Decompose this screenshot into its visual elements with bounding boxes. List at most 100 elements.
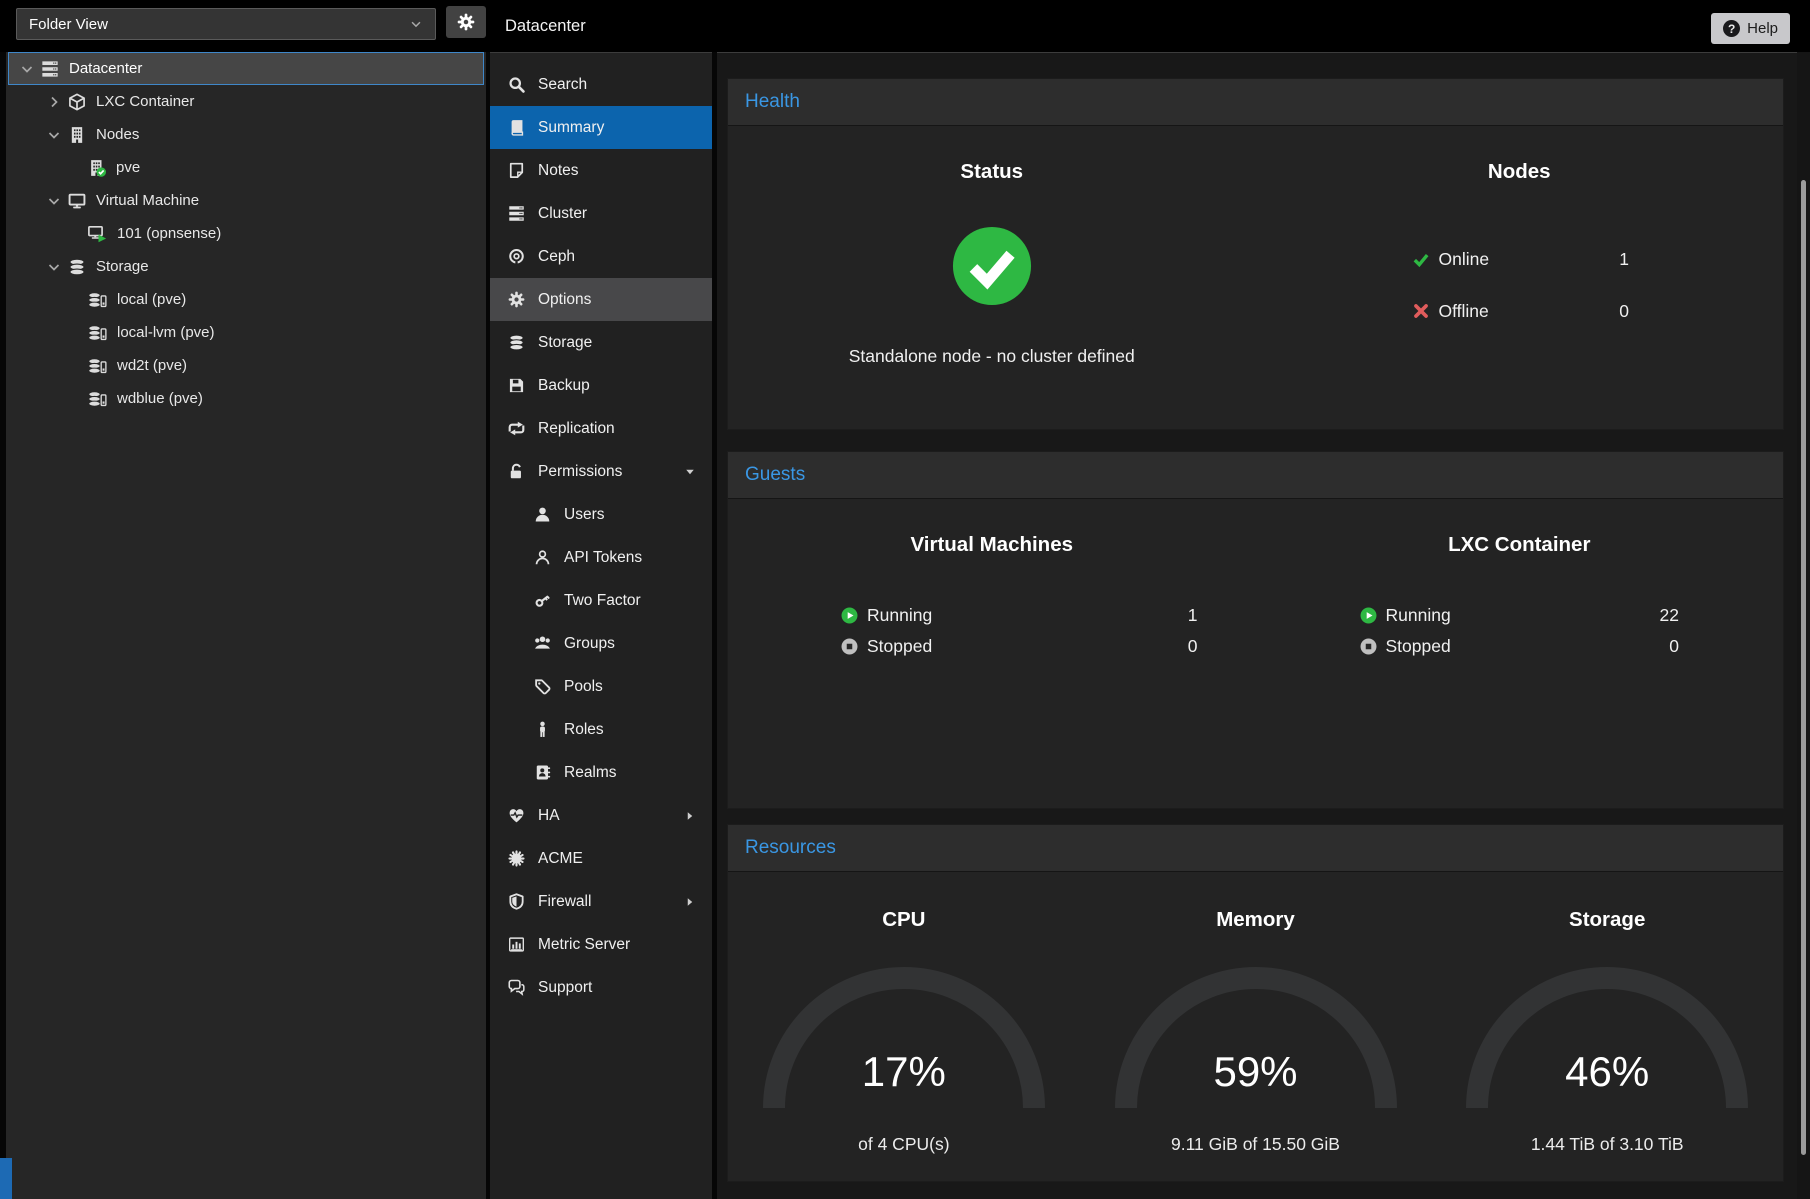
nav-item-search[interactable]: Search (490, 63, 712, 106)
tree-item-vm-101[interactable]: 101 (opnsense) (6, 217, 486, 250)
cpu-gauge-sublabel: of 4 CPU(s) (858, 1134, 950, 1154)
lxc-running-row: Running 22 (1360, 600, 1679, 631)
resource-tree: Datacenter LXC Container Nodes pve Virtu… (6, 52, 486, 1199)
tree-item-label: pve (116, 159, 141, 176)
cross-icon (1412, 302, 1430, 320)
lxc-stopped-row: Stopped 0 (1360, 631, 1679, 662)
nav-item-metric-server[interactable]: Metric Server (490, 923, 712, 966)
tree-item-label: Virtual Machine (96, 192, 200, 209)
caret-right-icon[interactable] (684, 896, 696, 908)
nav-item-notes[interactable]: Notes (490, 149, 712, 192)
api-tokens-icon (534, 549, 551, 566)
nav-item-firewall[interactable]: Firewall (490, 880, 712, 923)
nav-item-replication[interactable]: Replication (490, 407, 712, 450)
database-drive-icon (88, 324, 107, 342)
tree-settings-button[interactable] (446, 6, 486, 38)
ha-heartbeat-icon (508, 807, 525, 824)
tree-item-nodes[interactable]: Nodes (6, 118, 486, 151)
database-icon (68, 258, 86, 276)
nav-item-groups[interactable]: Groups (490, 622, 712, 665)
caret-down-icon[interactable] (684, 466, 696, 478)
resources-panel-title: Resources (728, 825, 1783, 872)
lxc-container-heading: LXC Container (1448, 533, 1591, 556)
tree-item-storage-wdblue[interactable]: wdblue (pve) (6, 382, 486, 415)
storage-usage-percent: 46% (1565, 1048, 1650, 1095)
nav-item-summary[interactable]: Summary (490, 106, 712, 149)
nav-item-pools[interactable]: Pools (490, 665, 712, 708)
nav-item-options[interactable]: Options (490, 278, 712, 321)
notes-icon (508, 162, 525, 179)
cpu-gauge: CPU 17% of 4 CPU(s) (728, 872, 1080, 1155)
tree-item-virtual-machine[interactable]: Virtual Machine (6, 184, 486, 217)
firewall-shield-icon (508, 893, 525, 910)
play-circle-icon (1360, 607, 1377, 624)
search-icon (508, 76, 525, 93)
tree-item-label: Storage (96, 258, 149, 275)
caret-right-icon[interactable] (684, 810, 696, 822)
summary-book-icon (508, 119, 525, 136)
nav-item-users[interactable]: Users (490, 493, 712, 536)
database-drive-icon (88, 291, 107, 309)
vm-running-count: 1 (1187, 605, 1198, 625)
nav-item-permissions[interactable]: Permissions (490, 450, 712, 493)
page-title: Datacenter (505, 17, 586, 35)
storage-gauge-sublabel: 1.44 TiB of 3.10 TiB (1530, 1134, 1684, 1154)
expander-collapse-icon[interactable] (46, 193, 62, 209)
tree-item-pve[interactable]: pve (6, 151, 486, 184)
nodes-offline-row: Offline 0 (1412, 289, 1629, 333)
folder-view-combo[interactable]: Folder View (16, 8, 436, 40)
play-circle-icon (841, 607, 858, 624)
nav-item-acme[interactable]: ACME (490, 837, 712, 880)
pools-tag-icon (534, 678, 551, 695)
tree-item-storage-local[interactable]: local (pve) (6, 283, 486, 316)
vm-stopped-row: Stopped 0 (841, 631, 1198, 662)
splitter-collapse-button[interactable] (0, 1158, 12, 1199)
vm-stopped-count: 0 (1187, 636, 1198, 656)
cluster-status-text: Standalone node - no cluster defined (848, 346, 1135, 366)
tree-item-storage-local-lvm[interactable]: local-lvm (pve) (6, 316, 486, 349)
scrollbar-thumb[interactable] (1801, 180, 1806, 1155)
ceph-icon (508, 248, 525, 265)
building-icon (68, 126, 86, 144)
realms-icon (534, 764, 551, 781)
cube-icon (68, 93, 86, 111)
offline-count: 0 (1619, 300, 1629, 321)
status-ok-check-circle-icon (951, 225, 1033, 307)
tree-item-label: 101 (opnsense) (117, 225, 222, 242)
nav-item-backup[interactable]: Backup (490, 364, 712, 407)
check-icon (1412, 250, 1430, 268)
nav-item-realms[interactable]: Realms (490, 751, 712, 794)
nav-item-support[interactable]: Support (490, 966, 712, 1009)
two-factor-key-icon (534, 592, 551, 609)
memory-gauge-sublabel: 9.11 GiB of 15.50 GiB (1171, 1134, 1340, 1154)
tree-item-label: LXC Container (96, 93, 195, 110)
help-button[interactable]: ? Help (1711, 13, 1790, 44)
nav-item-cluster[interactable]: Cluster (490, 192, 712, 235)
support-icon (508, 979, 525, 996)
acme-icon (508, 850, 525, 867)
nav-item-ha[interactable]: HA (490, 794, 712, 837)
expander-collapse-icon[interactable] (46, 259, 62, 275)
tree-item-storage-wd2t[interactable]: wd2t (pve) (6, 349, 486, 382)
database-drive-icon (88, 357, 107, 375)
nav-item-ceph[interactable]: Ceph (490, 235, 712, 278)
cpu-usage-percent: 17% (861, 1048, 946, 1095)
users-icon (534, 506, 551, 523)
guests-panel-title: Guests (728, 452, 1783, 499)
vertical-scrollbar[interactable] (1797, 52, 1810, 1199)
guests-panel: Guests Virtual Machines Running 1 Stoppe… (727, 451, 1784, 809)
expander-collapse-icon[interactable] (46, 127, 62, 143)
memory-gauge-arc (1114, 967, 1397, 1109)
cpu-gauge-arc (762, 967, 1045, 1109)
expander-collapse-icon[interactable] (19, 61, 35, 77)
nav-item-two-factor[interactable]: Two Factor (490, 579, 712, 622)
tree-item-storage[interactable]: Storage (6, 250, 486, 283)
expander-expand-icon[interactable] (46, 94, 62, 110)
tree-item-datacenter[interactable]: Datacenter (8, 52, 484, 85)
tree-item-label: wdblue (pve) (117, 390, 203, 407)
nav-item-api-tokens[interactable]: API Tokens (490, 536, 712, 579)
backup-icon (508, 377, 525, 394)
nav-item-storage[interactable]: Storage (490, 321, 712, 364)
tree-item-lxc-container[interactable]: LXC Container (6, 85, 486, 118)
nav-item-roles[interactable]: Roles (490, 708, 712, 751)
